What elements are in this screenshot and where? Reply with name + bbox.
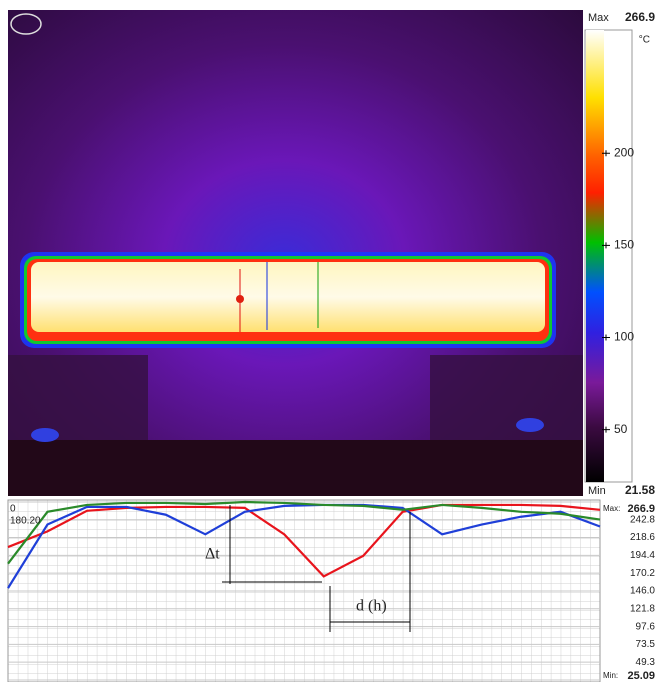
y-tick-label: 170.2 xyxy=(630,568,655,579)
colorbar-tick-label: 100 xyxy=(614,330,634,344)
annotation: d (h) xyxy=(356,598,387,615)
y-tick-label: 146.0 xyxy=(630,586,655,597)
colorbar xyxy=(586,30,604,482)
dark-block xyxy=(8,355,148,440)
colorbar-min: 21.58 xyxy=(625,483,655,497)
hot-object xyxy=(31,262,545,332)
colorbar-min-label: Min xyxy=(588,485,606,497)
y-tick-label: 73.5 xyxy=(636,639,656,650)
y-tick-label: 242.8 xyxy=(630,514,655,525)
min-label: Min: xyxy=(603,671,618,680)
y-tick-label: 49.3 xyxy=(636,657,656,668)
hot-spot xyxy=(516,418,544,432)
marker-dot xyxy=(236,295,244,303)
annotation: Δt xyxy=(205,546,220,563)
corner-label: 180.20 xyxy=(10,516,41,527)
colorbar-tick-label: 200 xyxy=(614,145,634,159)
colorbar-unit: °C xyxy=(639,35,650,46)
y-tick-label: 121.8 xyxy=(630,603,655,614)
colorbar-max: 266.9 xyxy=(625,10,655,24)
dark-block xyxy=(430,355,583,440)
floor xyxy=(8,440,583,496)
colorbar-max-label: Max xyxy=(588,12,609,24)
y-tick-label: 97.6 xyxy=(636,621,656,632)
colorbar-tick-label: 50 xyxy=(614,422,628,436)
y-tick-label: 194.4 xyxy=(630,550,655,561)
colorbar-tick-label: 150 xyxy=(614,238,634,252)
y-tick-label: 25.09 xyxy=(627,670,655,682)
hot-spot xyxy=(31,428,59,442)
max-label: Max: xyxy=(603,504,620,513)
y-tick-label: 266.9 xyxy=(627,503,655,515)
y-tick-label: 218.6 xyxy=(630,532,655,543)
corner-label: 0 xyxy=(10,504,16,515)
screenshot: Max 266.9 Min 21.58 °C 200 150 100 50 266.9… xyxy=(0,0,658,682)
